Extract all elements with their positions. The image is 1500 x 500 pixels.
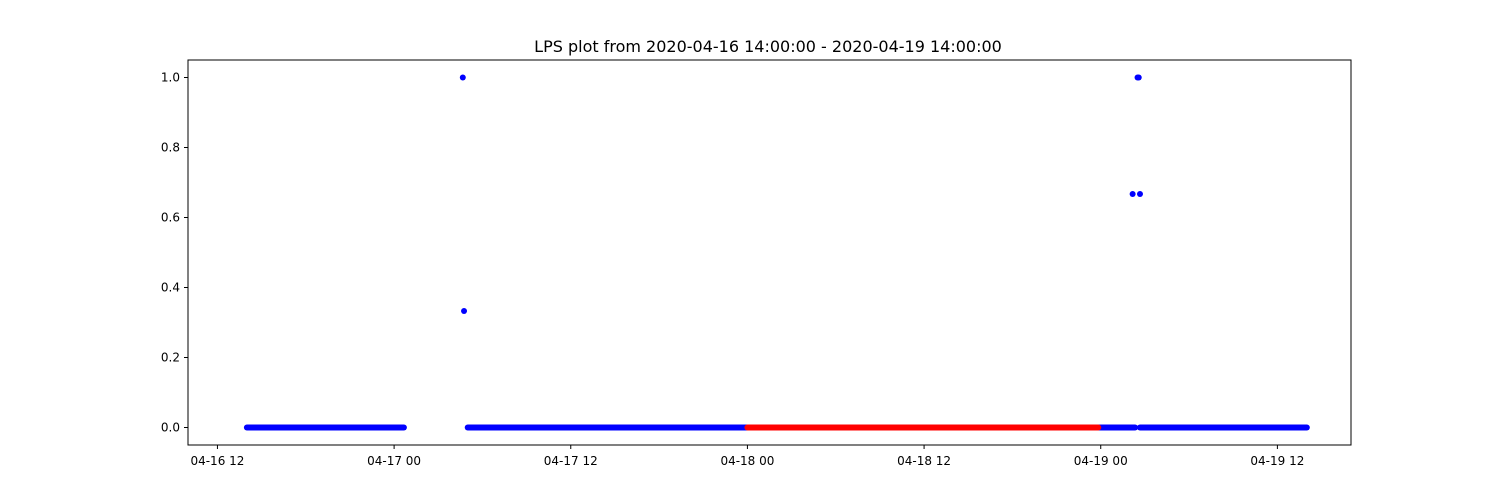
y-tick-label: 0.6 [161,211,180,225]
plot-marks [243,74,1310,431]
x-tick-label: 04-19 12 [1250,454,1304,468]
y-axis: 0.0 0.2 0.4 0.6 0.8 1.0 [161,71,188,435]
y-tick-label: 1.0 [161,71,180,85]
data-point [1136,191,1143,198]
chart-title: LPS plot from 2020-04-16 14:00:00 - 2020… [534,37,1002,56]
x-axis: 04-16 12 04-17 00 04-17 12 04-18 00 04-18 12… [190,445,1304,468]
x-tick-label: 04-17 00 [367,454,421,468]
y-tick-label: 0.8 [161,141,180,155]
y-tick-label: 0.0 [161,421,180,435]
x-tick-label: 04-19 00 [1074,454,1128,468]
y-tick-label: 0.2 [161,351,180,365]
data-point [1135,74,1142,81]
plot-frame [187,59,1352,446]
x-tick-label: 04-18 00 [720,454,774,468]
x-tick-label: 04-18 12 [897,454,951,468]
data-point [459,74,466,81]
y-tick-label: 0.4 [161,281,180,295]
data-point [461,307,468,314]
x-tick-label: 04-16 12 [190,454,244,468]
x-tick-label: 04-17 12 [544,454,598,468]
data-point [1129,191,1136,198]
